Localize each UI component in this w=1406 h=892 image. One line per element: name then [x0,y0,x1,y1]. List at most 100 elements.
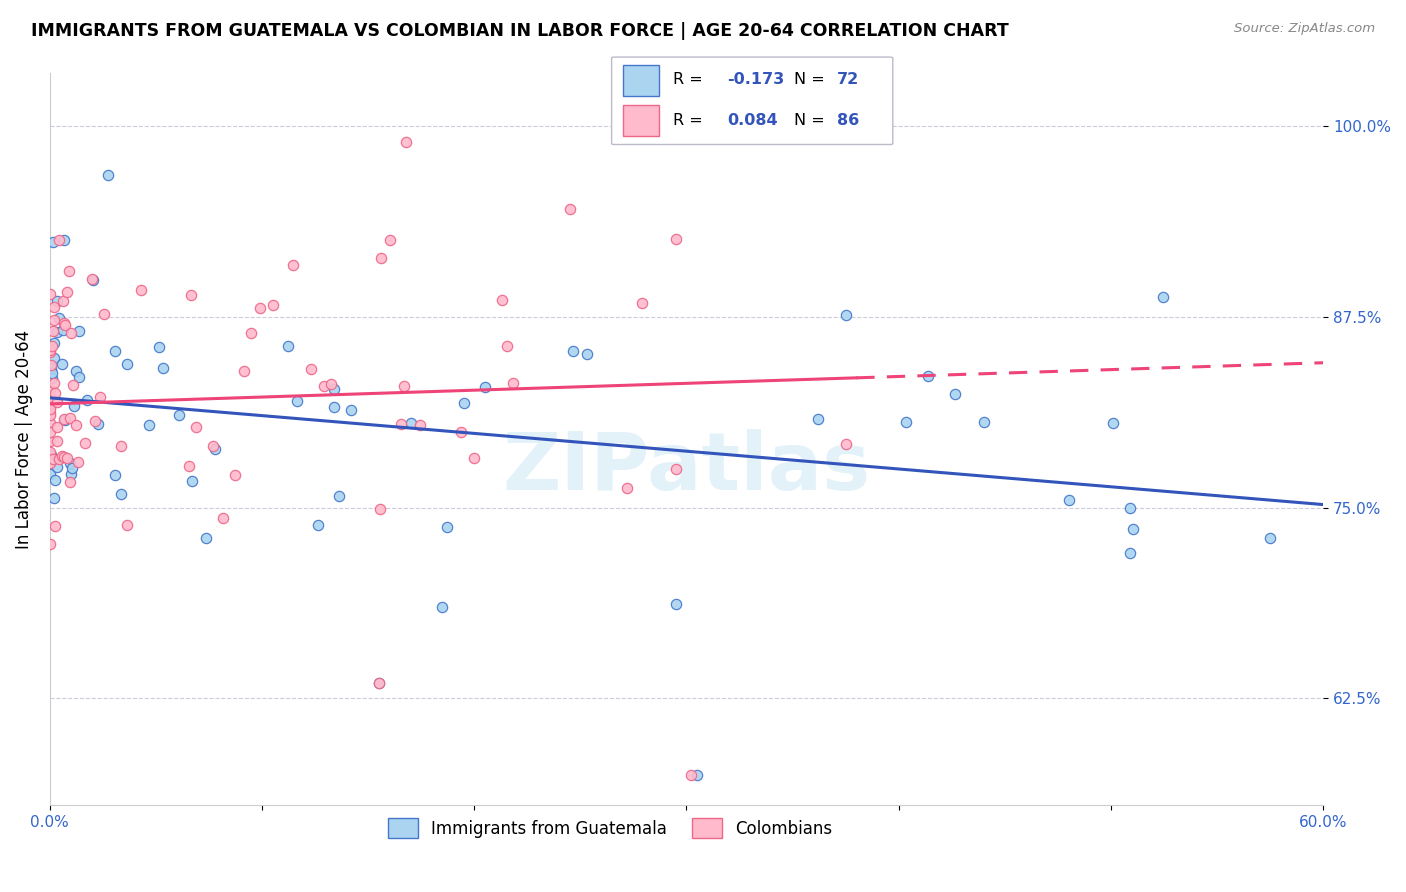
Point [432,599,454,614]
Point [41,371,63,385]
Point [42,351,65,366]
Point [39,408,62,422]
FancyBboxPatch shape [612,57,893,145]
Point [39,358,62,372]
Point [67,324,90,338]
Text: 72: 72 [837,72,859,87]
Point [211,511,233,525]
Point [60,467,83,482]
Point [1119,546,1142,560]
Point [46,419,69,434]
Point [48,233,70,247]
Point [195,531,218,545]
Point [224,468,246,483]
Point [409,418,432,433]
Point [323,382,346,396]
Point [180,287,202,301]
Point [59,475,82,489]
Point [65,364,87,378]
Point [38,400,60,414]
Point [62,377,84,392]
Point [380,233,402,247]
Point [392,379,415,393]
Point [41,448,63,462]
Point [491,293,513,307]
Point [52,450,75,464]
Point [104,468,127,483]
Point [39,406,62,420]
Point [38,467,60,481]
Text: IMMIGRANTS FROM GUATEMALA VS COLOMBIAN IN LABOR FORCE | AGE 20-64 CORRELATION CH: IMMIGRANTS FROM GUATEMALA VS COLOMBIAN I… [31,22,1008,40]
Text: Source: ZipAtlas.com: Source: ZipAtlas.com [1234,22,1375,36]
Point [83,414,105,428]
Bar [623,65,659,95]
Point [44,491,66,505]
Point [93,307,115,321]
Point [73,436,96,450]
Point [115,518,138,533]
Point [616,481,638,495]
Point [973,415,995,429]
Point [834,309,856,323]
Point [44,473,66,487]
Point [1119,501,1142,516]
Point [38,390,60,404]
Point [58,263,80,277]
Point [39,286,62,301]
Point [167,408,190,422]
Point [39,361,62,376]
Point [368,501,391,516]
Bar [623,105,659,136]
Point [665,462,688,476]
Point [239,326,262,340]
Point [1152,290,1174,304]
Point [41,339,63,353]
Point [46,434,69,448]
Point [943,386,966,401]
Point [328,489,350,503]
Point [52,323,75,337]
Point [285,393,308,408]
Point [97,168,120,182]
Point [1057,493,1080,508]
Y-axis label: In Labor Force | Age 20-64: In Labor Force | Age 20-64 [15,329,32,549]
Point [52,233,75,247]
Point [233,364,256,378]
Point [89,390,111,404]
Point [39,343,62,357]
Point [277,339,299,353]
Point [48,310,70,325]
Point [46,394,69,409]
Text: N =: N = [794,72,831,87]
Point [56,285,79,300]
Point [82,272,104,286]
Point [148,340,170,354]
Point [60,461,83,475]
Text: -0.173: -0.173 [727,72,785,87]
Point [367,676,389,690]
Point [42,376,65,390]
Point [917,369,939,384]
Point [894,415,917,429]
Point [48,451,70,466]
Point [453,395,475,409]
Point [367,676,389,690]
Point [53,413,76,427]
Point [104,343,127,358]
Point [834,436,856,450]
Point [42,450,65,465]
Point [42,313,65,327]
Point [138,417,160,432]
Point [66,455,89,469]
Point [474,380,496,394]
Point [665,597,688,611]
Point [576,347,599,361]
Point [42,325,65,339]
Point [1102,417,1125,431]
Point [184,420,207,434]
Point [249,301,271,315]
Point [202,439,225,453]
Point [319,376,342,391]
Point [299,362,322,376]
Point [1122,522,1144,536]
